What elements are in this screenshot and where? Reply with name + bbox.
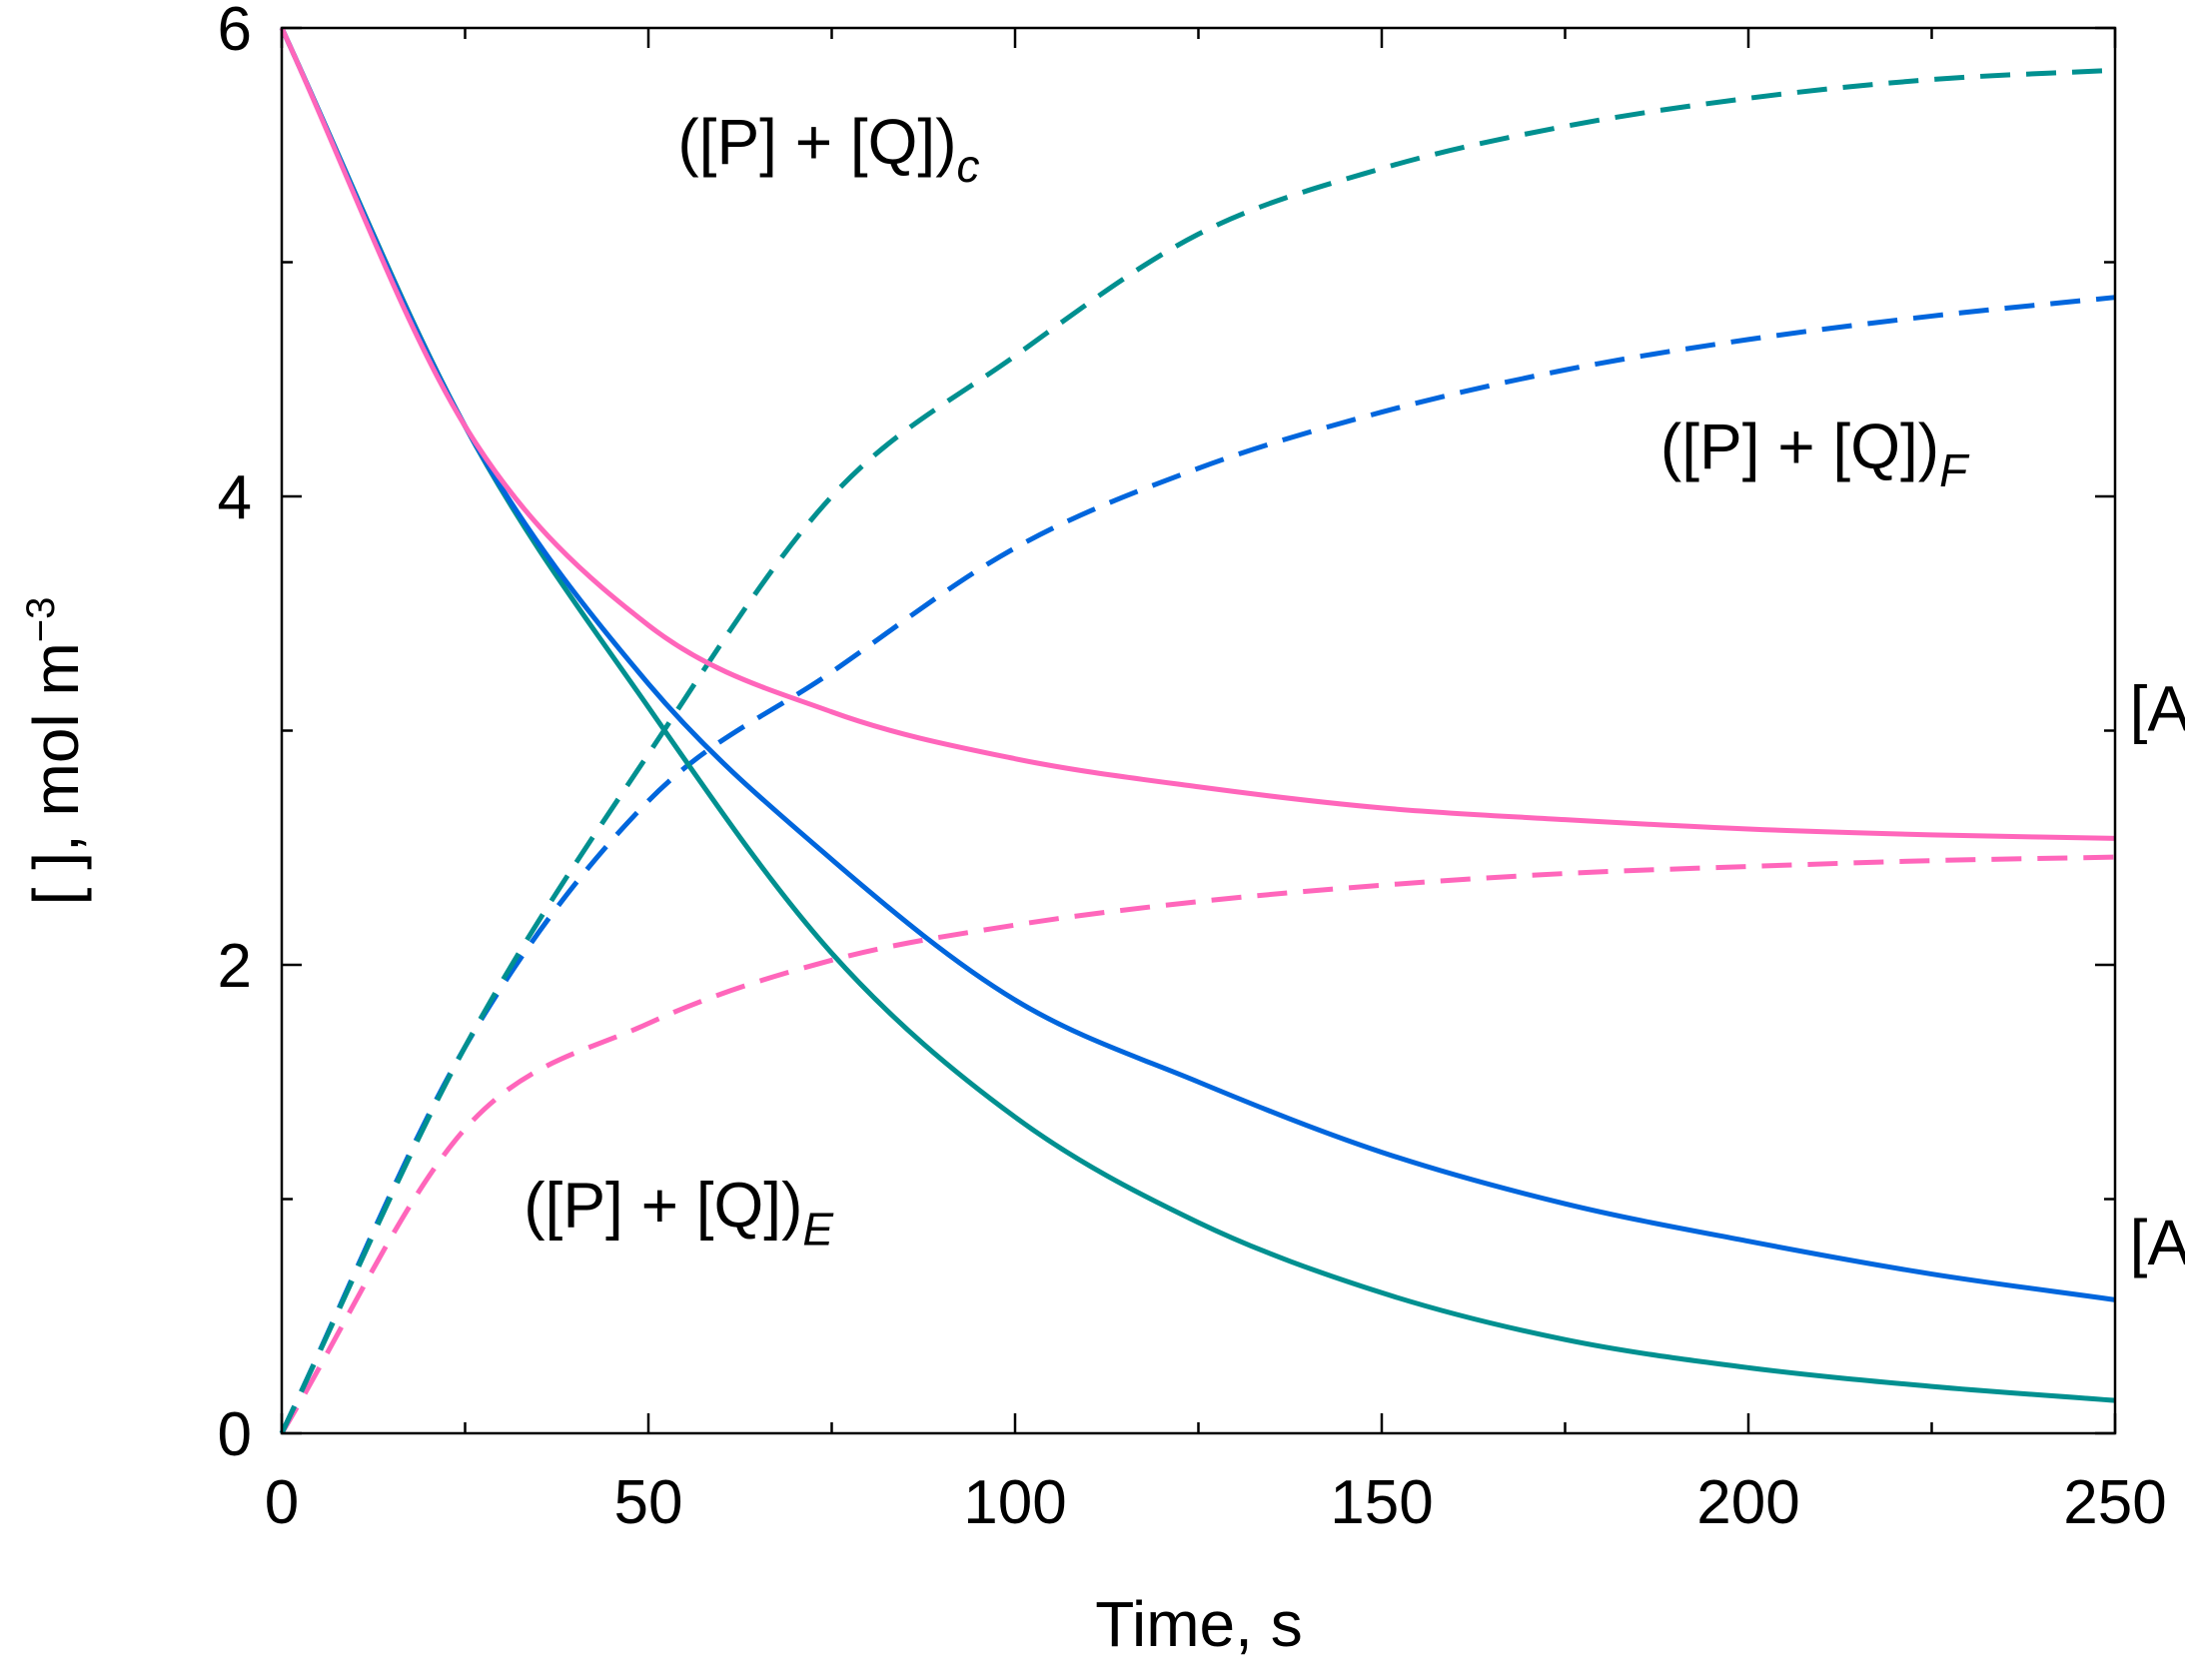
plot-curves bbox=[279, 26, 2116, 1435]
curve-label: [A]E bbox=[2130, 673, 2185, 759]
curve-label-main: ([P] + [Q]) bbox=[677, 106, 956, 178]
x-tick-label: 50 bbox=[614, 1468, 683, 1537]
curve-label-main: [A] bbox=[2130, 1207, 2185, 1278]
curve-label-main: ([P] + [Q]) bbox=[1660, 411, 1939, 482]
curve-labels: [A]c[A]F[A]E([P] + [Q])c([P] + [Q])F([P]… bbox=[524, 106, 2185, 1292]
curve-label-subscript: F bbox=[1939, 444, 1970, 496]
tick-labels: 0 50 100 150 200 250 0 2 4 6 bbox=[218, 0, 2167, 1537]
x-tick-label: 150 bbox=[1330, 1468, 1433, 1537]
curve-label-main: [A] bbox=[2130, 673, 2185, 745]
x-axis-title: Time, s bbox=[1095, 1588, 1302, 1660]
x-tick-label: 250 bbox=[2063, 1468, 2166, 1537]
curve-label: ([P] + [Q])F bbox=[1660, 411, 1970, 496]
series-line-ae bbox=[279, 26, 2116, 841]
y-axis-title-main: [ ], mol m bbox=[20, 642, 92, 905]
curve-label-main: ([P] + [Q]) bbox=[524, 1170, 802, 1242]
curve-label: ([P] + [Q])c bbox=[677, 106, 979, 192]
x-tick-label: 200 bbox=[1696, 1468, 1799, 1537]
x-tick-label: 100 bbox=[963, 1468, 1066, 1537]
y-axis-title: [ ], mol m−3 bbox=[19, 597, 92, 906]
series-line-pqc-dashed bbox=[279, 67, 2116, 1435]
series-line-af bbox=[279, 26, 2116, 1302]
y-axis-title-exponent: −3 bbox=[19, 597, 63, 643]
y-tick-label: 0 bbox=[218, 1400, 252, 1469]
curve-label-subscript: E bbox=[802, 1204, 834, 1256]
series-line-pqf-dashed bbox=[279, 295, 2116, 1435]
y-tick-label: 4 bbox=[218, 463, 252, 532]
y-tick-label: 6 bbox=[218, 0, 252, 64]
x-tick-label: 0 bbox=[265, 1468, 299, 1537]
curve-label-subscript: c bbox=[957, 140, 980, 192]
curve-label: [A]c bbox=[2130, 1207, 2185, 1292]
y-tick-label: 2 bbox=[218, 932, 252, 1001]
curve-label: ([P] + [Q])E bbox=[524, 1170, 834, 1256]
plot-frame bbox=[280, 26, 2117, 1435]
series-line-pqe-dashed bbox=[279, 854, 2116, 1435]
